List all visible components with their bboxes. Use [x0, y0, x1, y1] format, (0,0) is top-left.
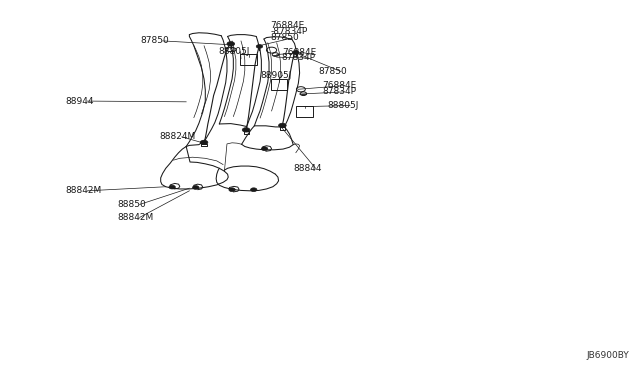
Bar [296, 106, 313, 117]
Circle shape [292, 51, 299, 54]
Text: 87850: 87850 [319, 67, 348, 76]
Circle shape [227, 42, 235, 46]
Text: 87850: 87850 [270, 33, 299, 42]
Text: 87850: 87850 [140, 36, 169, 45]
Text: 88824M: 88824M [159, 132, 196, 141]
Text: 88842M: 88842M [117, 213, 154, 222]
Circle shape [243, 128, 250, 132]
Circle shape [250, 188, 257, 192]
Bar [241, 54, 257, 65]
Text: 87834P: 87834P [282, 53, 316, 62]
Text: 88944: 88944 [65, 97, 93, 106]
Circle shape [256, 45, 262, 48]
Text: 88850: 88850 [117, 200, 146, 209]
Text: 76884E: 76884E [270, 21, 305, 30]
Circle shape [261, 147, 268, 151]
Circle shape [193, 186, 199, 189]
Circle shape [278, 123, 286, 128]
Text: 88842M: 88842M [65, 186, 101, 195]
Text: 76884E: 76884E [282, 48, 316, 57]
Text: JB6900BY: JB6900BY [586, 350, 629, 359]
Circle shape [229, 188, 236, 192]
Text: 88905J: 88905J [260, 71, 291, 80]
Bar [271, 78, 287, 90]
Text: 88805J: 88805J [328, 101, 359, 110]
Circle shape [169, 185, 175, 189]
Text: 88844: 88844 [293, 164, 322, 173]
Text: -87834P: -87834P [270, 27, 308, 36]
Text: 87834P: 87834P [323, 87, 356, 96]
Text: 88805J: 88805J [218, 47, 250, 56]
Circle shape [200, 140, 208, 145]
Text: 76884E: 76884E [323, 81, 356, 90]
